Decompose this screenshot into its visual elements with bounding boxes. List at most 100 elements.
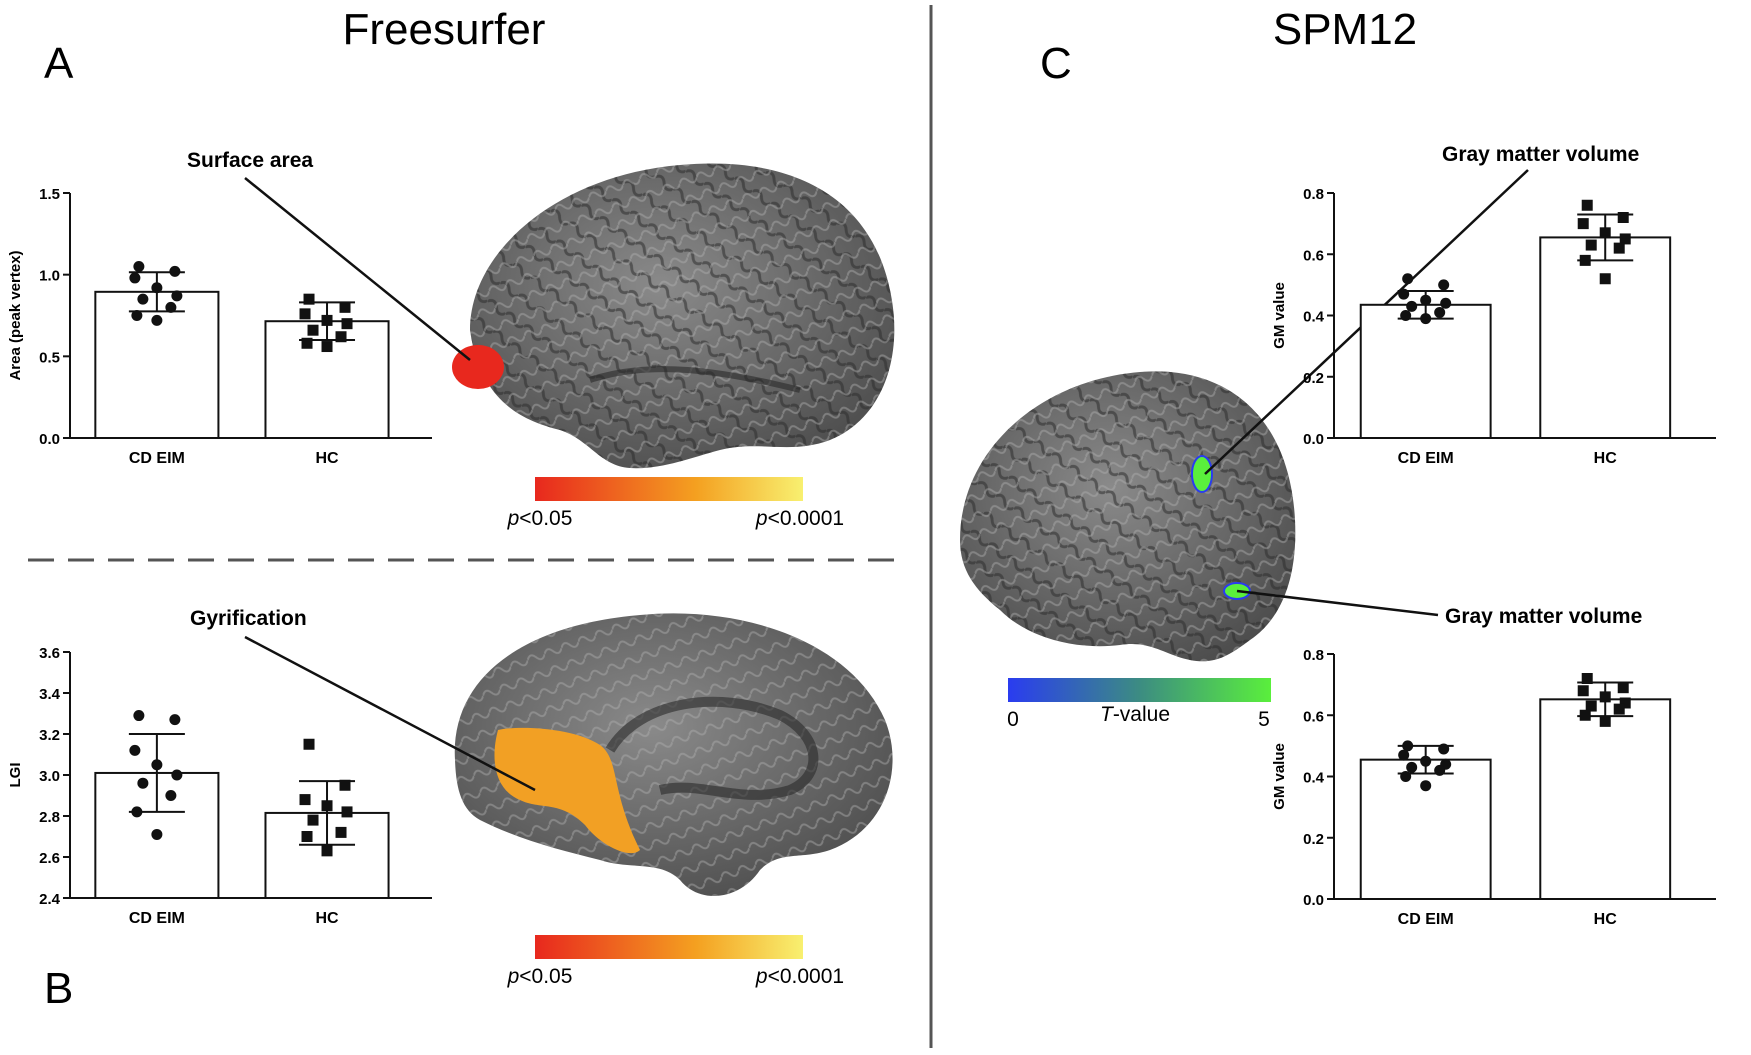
- bar-chart-lgi: 2.4 2.6 2.8 3.0 3.2 3.4 3.6 LGI CD EIM HC: [7, 645, 432, 927]
- panel-letter-a: A: [44, 39, 74, 88]
- brain-medial-freesurfer: [454, 613, 893, 897]
- colorbar-freesurfer-top: [535, 477, 803, 501]
- data-point: [1613, 703, 1625, 715]
- x-tick-label: HC: [1594, 911, 1618, 928]
- data-point: [341, 318, 353, 330]
- y-tick-label: 2.4: [39, 891, 61, 908]
- data-point: [1402, 740, 1414, 752]
- y-tick-label: 0.2: [1303, 370, 1324, 387]
- data-point: [335, 826, 347, 838]
- pointer-gm-volume-bottom: [1236, 589, 1439, 617]
- data-point: [1400, 771, 1412, 782]
- annotation-gm-volume-top: Gray matter volume: [1442, 143, 1639, 166]
- bar-cd-eim: [94, 290, 220, 440]
- data-point: [301, 831, 313, 842]
- data-point: [169, 714, 181, 726]
- data-point: [1420, 294, 1432, 306]
- bar-chart-gm-top: 0.0 0.2 0.4 0.6 0.8 GM value CD EIM HC: [1271, 186, 1716, 467]
- brain-lateral-spm: [960, 371, 1296, 662]
- data-point: [307, 814, 319, 826]
- data-point: [341, 806, 353, 818]
- gyrification-region: [494, 727, 640, 854]
- data-point: [299, 308, 311, 320]
- data-point: [321, 800, 333, 812]
- data-point: [1577, 218, 1589, 230]
- data-point: [1438, 279, 1450, 291]
- data-point: [303, 293, 315, 305]
- data-point: [131, 806, 143, 818]
- panel-letter-c: C: [1040, 39, 1072, 88]
- colorbar-freesurfer-bottom-low: p<0.05: [507, 965, 573, 988]
- y-tick-label: 2.8: [39, 809, 60, 826]
- bar-hc: [264, 320, 390, 440]
- y-axis-label: GM value: [1271, 282, 1288, 349]
- y-tick-label: 0.0: [39, 431, 60, 448]
- colorbar-freesurfer-bottom: [535, 935, 803, 959]
- pointer-gyrification: [244, 635, 536, 792]
- y-tick-label: 0.4: [1303, 770, 1325, 787]
- x-tick-label: HC: [1594, 450, 1618, 467]
- data-point: [307, 324, 319, 336]
- data-point: [1599, 691, 1611, 703]
- data-point: [1613, 242, 1625, 254]
- data-point: [335, 331, 347, 343]
- data-point: [1579, 254, 1591, 266]
- data-point: [339, 779, 351, 791]
- data-point: [151, 314, 163, 326]
- y-tick-label: 1.5: [39, 186, 60, 203]
- y-tick-label: 0.4: [1303, 309, 1325, 326]
- y-tick-label: 0.8: [1303, 186, 1324, 203]
- bar-chart-surface-area: 0.0 0.5 1.0 1.5 Area (peak vertex) CD EIM HC: [7, 186, 432, 467]
- data-point: [151, 828, 163, 840]
- data-point: [321, 341, 333, 353]
- y-tick-label: 0.5: [39, 349, 60, 366]
- x-tick-label: CD EIM: [1398, 450, 1454, 467]
- y-tick-label: 1.0: [39, 268, 60, 285]
- colorbar-spm: [1008, 678, 1271, 702]
- data-point: [1398, 749, 1410, 761]
- data-point: [303, 738, 315, 750]
- data-point: [165, 301, 177, 313]
- data-point: [129, 272, 141, 284]
- data-point: [299, 794, 311, 806]
- bar-chart-gm-bottom: 0.0 0.2 0.4 0.6 0.8 GM value CD EIM HC: [1271, 647, 1716, 928]
- data-point: [1599, 273, 1611, 285]
- x-tick-label: CD EIM: [129, 910, 185, 927]
- data-point: [1599, 715, 1611, 727]
- bar-cd-eim: [1359, 303, 1492, 439]
- x-tick-label: HC: [315, 910, 339, 927]
- data-point: [1577, 685, 1589, 697]
- y-tick-label: 0.2: [1303, 831, 1324, 848]
- y-tick-label: 0.8: [1303, 647, 1324, 664]
- colorbar-spm-mid: T-value: [1100, 703, 1170, 726]
- data-point: [1440, 297, 1452, 309]
- heading-freesurfer: Freesurfer: [343, 5, 546, 54]
- y-axis-label: GM value: [1271, 743, 1288, 810]
- y-tick-label: 0.0: [1303, 892, 1324, 909]
- pointer-surface-area: [244, 177, 471, 361]
- data-point: [169, 265, 181, 277]
- data-point: [131, 310, 143, 321]
- data-point: [1434, 764, 1446, 776]
- data-point: [321, 845, 333, 857]
- panel-letter-b: B: [44, 964, 73, 1013]
- data-point: [1434, 306, 1446, 318]
- bar-hc: [1539, 698, 1672, 901]
- data-point: [1420, 313, 1432, 325]
- data-point: [171, 769, 183, 781]
- bar-hc: [1539, 236, 1672, 439]
- data-point: [1398, 288, 1410, 300]
- y-tick-label: 3.6: [39, 645, 60, 662]
- data-point: [133, 710, 145, 722]
- data-point: [1438, 743, 1450, 755]
- y-axis-label: Area (peak vertex): [7, 250, 24, 380]
- data-point: [151, 759, 163, 771]
- data-point: [1585, 239, 1597, 251]
- brain-lateral-freesurfer: [470, 163, 895, 469]
- annotation-gm-volume-bottom: Gray matter volume: [1445, 605, 1642, 628]
- data-point: [151, 282, 163, 294]
- colorbar-freesurfer-bottom-high: p<0.0001: [755, 965, 844, 988]
- data-point: [1599, 227, 1611, 239]
- y-tick-label: 3.0: [39, 768, 60, 785]
